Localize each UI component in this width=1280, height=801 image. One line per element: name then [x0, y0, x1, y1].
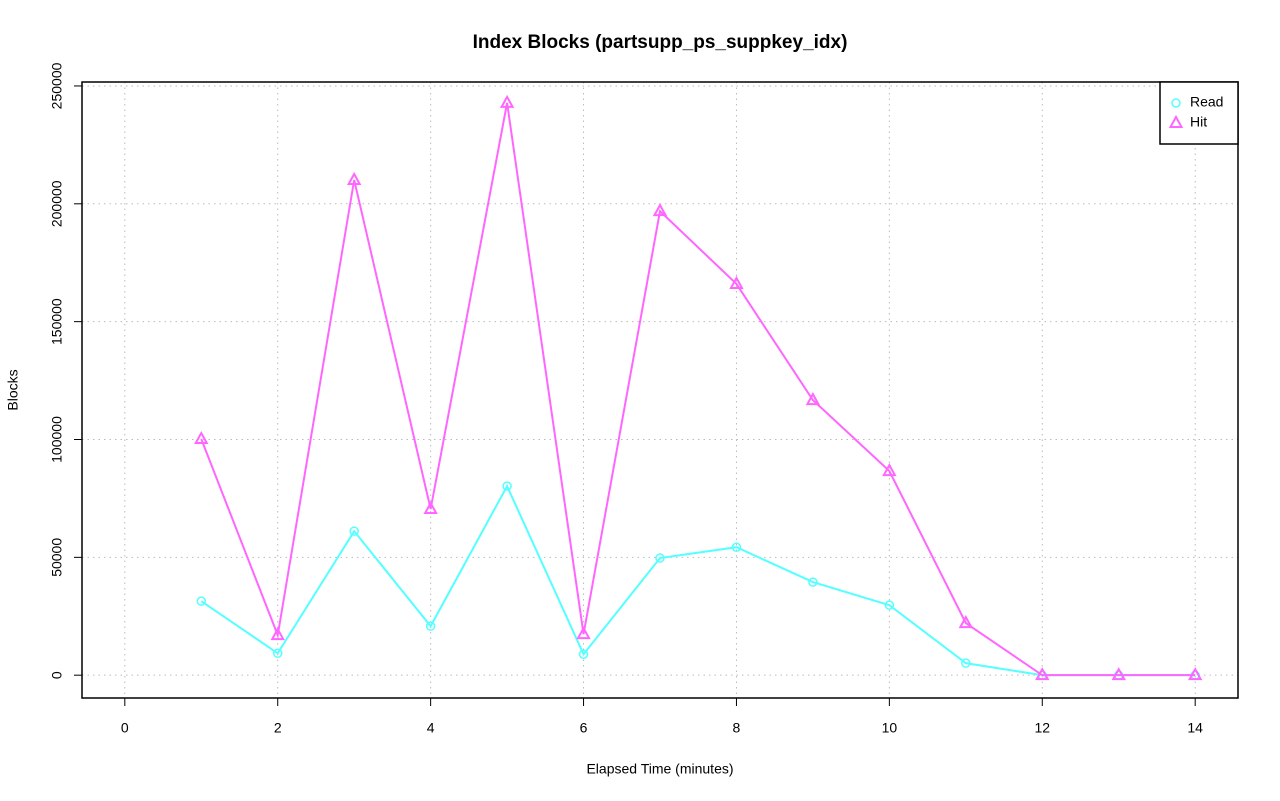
marker	[502, 481, 512, 491]
plot-frame	[81, 81, 1239, 699]
marker	[576, 626, 591, 640]
marker	[961, 658, 971, 668]
marker	[346, 171, 362, 185]
x-tick-label: 12	[1034, 720, 1050, 736]
marker	[194, 430, 209, 445]
series-line	[200, 102, 1196, 677]
marker	[425, 621, 436, 631]
marker	[655, 553, 665, 563]
y-tick-label: 200000	[49, 180, 65, 227]
y-tick-label: 0	[49, 671, 65, 679]
marker	[958, 615, 974, 629]
marker	[652, 203, 668, 217]
y-tick-label: 250000	[49, 62, 65, 109]
marker	[499, 94, 515, 108]
grid	[82, 82, 1238, 698]
x-tick-label: 10	[882, 720, 898, 736]
legend-box	[1159, 81, 1239, 145]
marker	[1111, 667, 1126, 681]
y-tick-label: 150000	[49, 298, 65, 345]
series-line	[200, 483, 1196, 677]
marker	[1035, 667, 1050, 681]
y-tick-label: 100000	[49, 416, 65, 463]
x-tick-label: 6	[580, 720, 588, 736]
x-tick-label: 8	[733, 720, 741, 736]
marker	[805, 392, 821, 406]
chart-title: Index Blocks (partsupp_ps_suppkey_idx)	[473, 32, 848, 53]
marker	[729, 275, 744, 289]
marker	[272, 648, 283, 659]
y-tick-label: 50000	[49, 538, 65, 577]
marker	[1187, 667, 1203, 681]
plot-area	[194, 94, 1203, 681]
marker	[884, 600, 895, 610]
legend-label: Hit	[1190, 114, 1207, 130]
x-tick-label: 0	[121, 720, 129, 736]
legend: Read Hit	[1159, 81, 1239, 145]
y-axis-label: Blocks	[5, 369, 21, 410]
marker	[731, 542, 742, 552]
legend-label: Read	[1190, 94, 1223, 110]
marker	[349, 526, 359, 536]
marker	[423, 500, 438, 515]
x-tick-label: 4	[427, 720, 435, 736]
marker	[882, 463, 897, 477]
legend-marker	[1168, 114, 1184, 128]
x-tick-label: 2	[274, 720, 282, 736]
marker	[270, 627, 285, 641]
legend-marker	[1171, 98, 1181, 108]
x-tick-label: 14	[1187, 720, 1203, 736]
marker	[196, 596, 207, 606]
marker	[578, 649, 589, 659]
x-axis-label: Elapsed Time (minutes)	[586, 761, 733, 777]
marker	[808, 577, 818, 587]
